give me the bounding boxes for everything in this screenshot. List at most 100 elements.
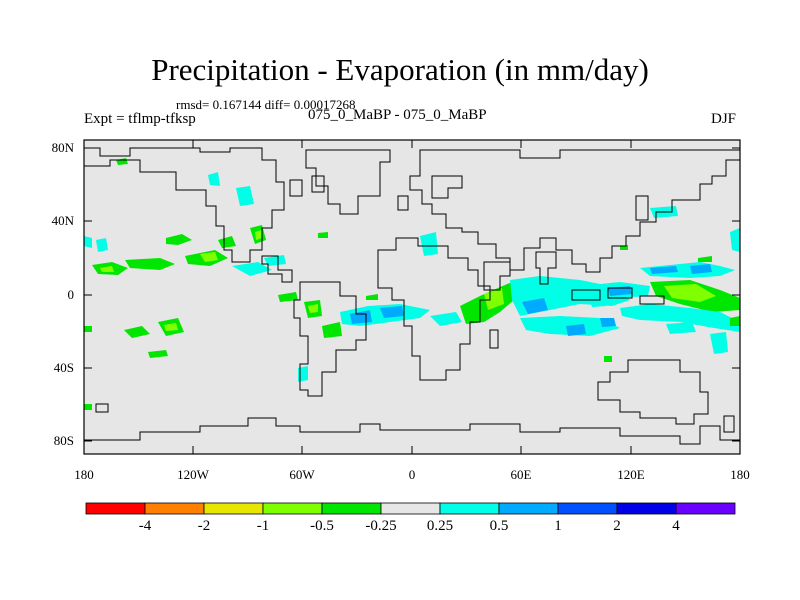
colorbar-box	[321, 502, 382, 515]
experiment-label: Expt = tflmp-tfksp	[84, 111, 196, 127]
north-america-outline	[84, 147, 285, 263]
patch-cyan	[620, 304, 740, 332]
coastlines	[84, 147, 741, 445]
colorbar-box	[675, 502, 736, 515]
patch-green	[604, 356, 612, 362]
lat-label-eq: 0	[67, 287, 75, 302]
colorbar-box	[380, 502, 441, 515]
map-title: Precipitation - Evaporation (in mm/day)	[151, 52, 649, 87]
colorbar-label: -1	[256, 518, 270, 534]
case-label: 075_0_MaBP - 075_0_MaBP	[308, 107, 487, 123]
colorbar-box	[498, 502, 559, 515]
patch-green	[730, 316, 740, 326]
colorbar-label: 0.25	[426, 518, 454, 534]
lon-label-120e: 120E	[617, 467, 645, 482]
patch-green	[124, 326, 150, 338]
patch-lightblue	[650, 266, 678, 274]
arabia-outline	[483, 261, 511, 291]
patch-cyan	[208, 172, 220, 186]
lat-label-40n: 40N	[51, 213, 74, 228]
lon-label-180e: 180	[730, 467, 750, 482]
lon-label-0: 0	[408, 467, 416, 482]
patch-lightblue	[690, 264, 712, 274]
indonesia-outline	[571, 289, 601, 301]
madagascar-outline	[489, 329, 499, 349]
colorbar-box	[557, 502, 618, 515]
patch-green	[166, 234, 192, 245]
greenland-outline	[305, 149, 391, 215]
patch-cyan	[420, 232, 438, 256]
patch-green	[366, 294, 378, 300]
patch-lightgreen	[484, 288, 504, 310]
colorbar-label: 4	[672, 518, 680, 534]
patch-lightgreen	[100, 266, 114, 272]
colorbar-label: -0.5	[310, 518, 334, 534]
patch-cyan	[84, 236, 92, 248]
india-outline	[535, 251, 557, 285]
patch-cyan	[232, 262, 272, 276]
patch-green	[698, 256, 712, 262]
south-america-outline	[293, 281, 367, 397]
patch-lightblue	[522, 298, 548, 314]
patch-cyan	[666, 322, 696, 334]
patch-green	[148, 350, 168, 358]
new-zealand-outline	[723, 415, 735, 433]
lon-label-180w: 180	[74, 467, 94, 482]
colorbar-label: 2	[613, 518, 621, 534]
arctic-island-outline	[289, 179, 303, 197]
patch-cyan	[96, 238, 108, 252]
japan-outline	[635, 195, 649, 221]
patch-cyan	[236, 186, 254, 206]
colorbar	[85, 502, 736, 515]
colorbar-label: -0.25	[365, 518, 397, 534]
map-background	[84, 140, 740, 454]
patch-green	[84, 326, 92, 332]
australia-outline	[597, 359, 709, 425]
colorbar-label: -2	[197, 518, 211, 534]
patch-cyan	[710, 332, 728, 354]
colorbar-label: -4	[138, 518, 152, 534]
lat-ticks	[84, 147, 740, 442]
patch-green	[318, 232, 328, 238]
lat-label-80s: 80S	[53, 433, 74, 448]
patch-cyan	[430, 312, 462, 326]
patch-lightgreen	[255, 230, 262, 240]
patch-green	[218, 236, 236, 248]
season-label: DJF	[710, 111, 736, 127]
colorbar-label: 1	[554, 518, 562, 534]
patch-green	[278, 292, 298, 302]
new-guinea-outline	[639, 295, 665, 305]
patch-lightgreen	[664, 284, 716, 302]
colorbar-box	[85, 502, 146, 515]
lon-label-60w: 60W	[289, 467, 315, 482]
lat-label-40s: 40S	[53, 360, 74, 375]
patch-green	[322, 322, 342, 338]
arctic-island-outline	[311, 175, 325, 193]
lat-label-80n: 80N	[51, 140, 74, 155]
patch-lightblue	[566, 324, 586, 336]
lon-label-120w: 120W	[177, 467, 209, 482]
stats-text: rmsd= 0.167144 diff= 0.00017268	[176, 97, 356, 112]
patch-lightgreen	[308, 304, 318, 313]
borneo-outline	[607, 287, 633, 299]
colorbar-box	[616, 502, 677, 515]
lon-ticks	[192, 140, 632, 454]
patch-lightgreen	[164, 323, 178, 331]
south-island-outline	[95, 403, 109, 413]
eurasia-outline	[409, 149, 741, 273]
patch-green	[125, 258, 175, 270]
patch-lightblue	[600, 318, 616, 327]
patch-cyan	[264, 255, 286, 266]
colorbar-label: 0.5	[489, 518, 509, 534]
patch-green	[84, 404, 92, 410]
patch-lightgreen	[200, 252, 218, 262]
colorbar-box	[203, 502, 264, 515]
antarctica-outline	[84, 417, 740, 445]
patch-cyan	[730, 228, 740, 252]
africa-outline	[377, 237, 491, 381]
scandinavia-outline	[431, 175, 463, 199]
british-isles-outline	[397, 195, 409, 211]
patch-cyan	[640, 262, 735, 278]
colorbar-box	[439, 502, 500, 515]
